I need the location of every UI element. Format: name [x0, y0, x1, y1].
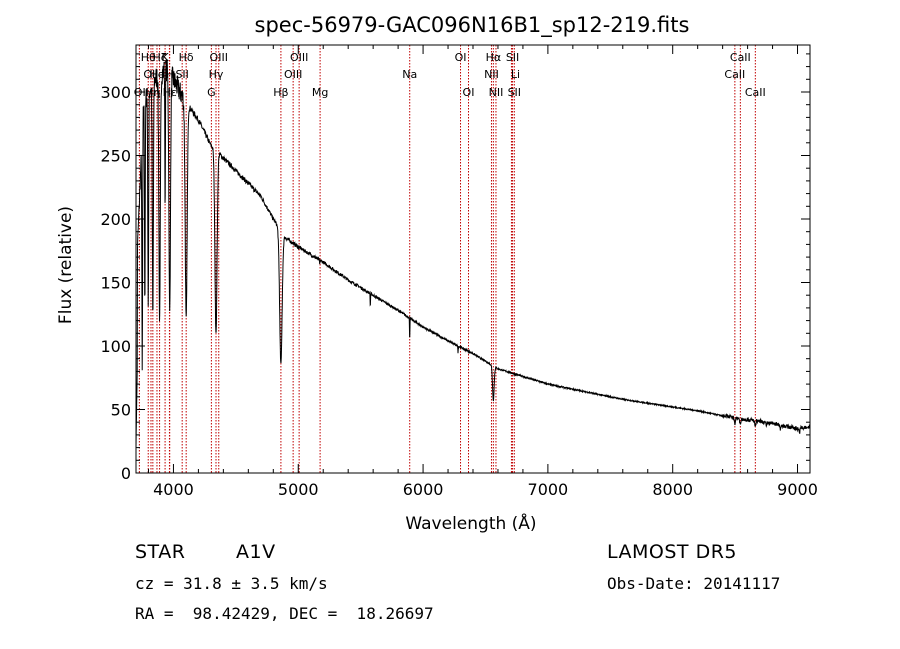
y-axis-ticks: 0 50 100 150 200 250 300 — [100, 53, 810, 483]
line-marker-label: NII — [489, 86, 504, 99]
x-tick-label: 6000 — [403, 480, 444, 499]
line-marker-label: CaII — [745, 86, 766, 99]
x-tick-label: 9000 — [777, 480, 818, 499]
line-marker-label: K — [161, 51, 169, 64]
line-marker-label: SII — [175, 68, 188, 81]
line-marker-label: Hθ — [141, 51, 156, 64]
line-marker-label: Li — [511, 68, 520, 81]
plot-frame — [135, 44, 811, 474]
y-tick-label: 100 — [100, 337, 131, 356]
line-marker-label: Na — [402, 68, 417, 81]
line-marker-label: OIII — [210, 51, 228, 64]
line-marker-label: NII — [484, 68, 499, 81]
object-class: STAR — [135, 541, 186, 563]
line-marker-label: Hγ — [209, 68, 224, 81]
line-marker-label: Hζ — [152, 51, 166, 64]
y-tick-label: 150 — [100, 273, 131, 292]
line-marker-label: OIII — [284, 68, 302, 81]
line-marker-label: Hβ — [273, 86, 288, 99]
line-marker-label: OI — [463, 86, 475, 99]
coordinates-readout: RA = 98.42429, DEC = 18.26697 — [135, 604, 434, 623]
chart-title: spec-56979-GAC096N16B1_sp12-219.fits — [255, 13, 690, 38]
x-tick-label: 5000 — [278, 480, 319, 499]
y-axis-label: Flux (relative) — [56, 206, 76, 324]
line-marker-label: CaII — [730, 51, 751, 64]
object-subclass: A1V — [236, 541, 276, 563]
x-tick-label: 8000 — [652, 480, 693, 499]
line-marker-label: CaII — [724, 68, 745, 81]
line-marker-label: Mg — [312, 86, 328, 99]
spectrum-line — [135, 59, 811, 448]
line-marker-label: OIII — [290, 51, 308, 64]
y-tick-label: 200 — [100, 210, 131, 229]
x-tick-label: 4000 — [153, 480, 194, 499]
line-marker-label: OII — [134, 86, 149, 99]
observation-date: Obs-Date: 20141117 — [607, 574, 781, 593]
line-marker-label: SII — [508, 86, 521, 99]
line-marker-label: G — [207, 86, 216, 99]
line-markers — [138, 45, 756, 473]
line-marker-label: SII — [506, 51, 519, 64]
line-marker-label: Hα — [486, 51, 502, 64]
x-axis-ticks: 4000 5000 6000 7000 8000 9000 — [147, 45, 818, 499]
line-marker-label: Hε — [163, 86, 177, 99]
x-axis-label: Wavelength (Å) — [405, 512, 536, 534]
line-marker-label: OI — [455, 51, 467, 64]
y-tick-label: 0 — [121, 464, 131, 483]
line-marker-label: H — [165, 68, 173, 81]
survey-label: LAMOST DR5 — [607, 541, 737, 563]
y-tick-label: 300 — [100, 83, 131, 102]
x-tick-label: 7000 — [528, 480, 569, 499]
line-marker-label: Hδ — [179, 51, 194, 64]
redshift-readout: cz = 31.8 ± 3.5 km/s — [135, 574, 328, 593]
y-tick-label: 250 — [100, 146, 131, 165]
y-tick-label: 50 — [111, 400, 131, 419]
line-marker-labels: OIIHθOIIHηHeHζKHHεSIIHδGHγOIIIHβOIIIOIII… — [134, 51, 766, 99]
